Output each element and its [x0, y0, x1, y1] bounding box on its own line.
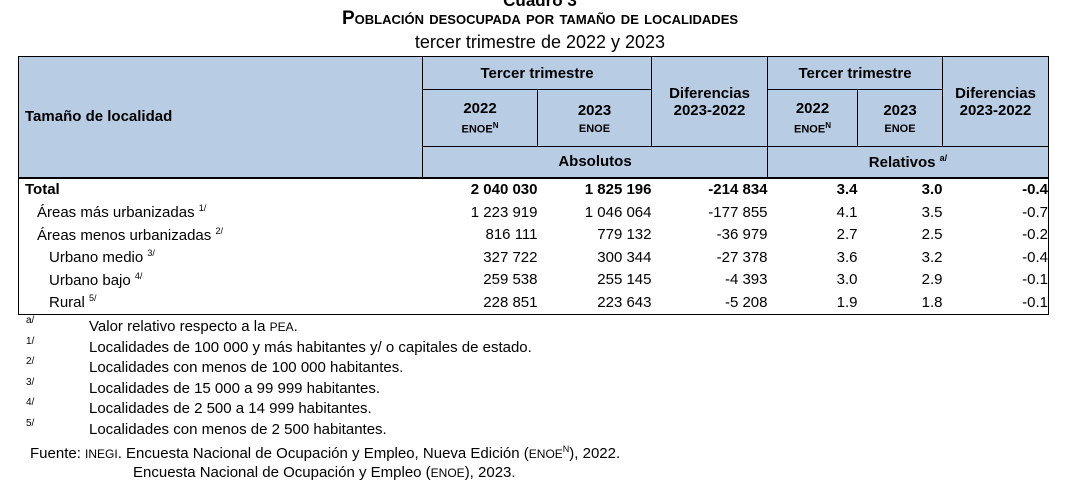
page-title: Población desocupada por tamaño de local…: [341, 8, 739, 29]
cell-rel-diff: -0.4: [942, 176, 1049, 201]
cell-rel-2023: 1.8: [857, 291, 943, 315]
header-year-2023-abs: 2023 ENOE: [537, 89, 652, 147]
cell-abs-diff: -5 208: [651, 291, 768, 315]
cell-rel-2023: 3.2: [921, 248, 943, 266]
cell-rel-2023: 2.9: [921, 271, 943, 289]
cell-rel-diff: -0.2: [942, 223, 1049, 246]
cell-rel-2022: 3.4: [767, 176, 858, 201]
cell-abs-2022: 228 851: [422, 291, 538, 315]
source-line-2: Encuesta Nacional de Ocupación y Empleo …: [133, 464, 516, 481]
row-label: Áreas menos urbanizadas 2/: [18, 223, 423, 246]
cell-rel-diff: -0.1: [942, 291, 1049, 315]
table-row: Total 2 040 030 1 825 196 -214 834 3.4 3…: [18, 176, 1049, 201]
cell-abs-2023: 300 344: [597, 248, 652, 266]
cell-abs-2022: 259 538: [483, 271, 538, 289]
row-label: Urbano medio 3/: [18, 246, 423, 269]
footnote-mark: 2/: [26, 356, 35, 367]
footnote-text: Localidades con menos de 2 500 habitante…: [89, 420, 387, 438]
table-row: Áreas más urbanizadas 1/ 1 223 919 1 046…: [18, 201, 1049, 224]
footnote-mark: 3/: [26, 376, 35, 388]
header-diff-relative: Diferencias 2023-2022: [942, 56, 1049, 147]
cell-abs-diff: -4 393: [724, 271, 768, 289]
table-row: Urbano bajo 4/ 259 538 255 145 -4 393 3.…: [18, 268, 1049, 291]
source-institution: INEGI: [85, 447, 118, 461]
cell-rel-diff: -0.4: [942, 246, 1049, 269]
footnote-mark: 4/: [26, 397, 35, 408]
cell-rel-2022: 2.7: [836, 226, 858, 244]
footnote-text: Localidades de 2 500 a 14 999 habitantes…: [89, 400, 372, 417]
header-group-relative: Tercer trimestre: [767, 56, 943, 90]
footnote-text: Localidades de 15 000 a 99 999 habitante…: [89, 379, 381, 397]
cell-rel-2022: 1.9: [767, 291, 858, 315]
source-note: Fuente: INEGI. Encuesta Nacional de Ocup…: [30, 444, 621, 481]
source-label: Fuente:: [30, 445, 81, 462]
footnote-mark: 1/: [26, 335, 35, 347]
row-label: Rural 5/: [18, 291, 423, 315]
table-row: Rural 5/ 228 851 223 643 -5 208 1.9 1.8 …: [18, 291, 1049, 315]
cell-abs-2022: 2 040 030: [422, 176, 538, 201]
cell-rel-2022: 4.1: [836, 203, 858, 221]
footnote-text: Localidades con menos de 100 000 habitan…: [89, 359, 404, 376]
table-row: Áreas menos urbanizadas 2/ 816 111 779 1…: [18, 223, 1049, 246]
cell-abs-2023: 1 046 064: [584, 203, 652, 221]
page-subtitle: tercer trimestre de 2022 y 2023: [414, 32, 666, 52]
row-label: Áreas más urbanizadas 1/: [18, 201, 423, 224]
cell-rel-2023: 3.0: [857, 176, 943, 201]
cell-abs-diff: -214 834: [651, 176, 768, 201]
cell-rel-diff: -0.7: [942, 201, 1049, 224]
row-label: Total: [18, 176, 423, 201]
cell-abs-diff: -36 979: [716, 226, 768, 244]
header-row-label: Tamaño de localidad: [18, 56, 423, 178]
cell-rel-2022: 3.0: [836, 271, 858, 289]
header-year-2022-abs: 2022 ENOEN: [422, 89, 538, 147]
cell-abs-2022: 327 722: [483, 248, 538, 266]
data-table: Tamaño de localidad Tercer trimestre Dif…: [18, 56, 1049, 315]
cell-abs-2023: 223 643: [537, 291, 652, 315]
cell-rel-2022: 3.6: [836, 248, 858, 266]
footnote-text: Valor relativo respecto a la PEA.: [89, 318, 298, 335]
footnote-mark: 5/: [26, 417, 35, 429]
header-year-2022-rel: 2022 ENOEN: [767, 89, 858, 147]
footnote-text: Localidades de 100 000 y más habitantes …: [89, 338, 532, 356]
cell-abs-diff: -27 378: [716, 248, 768, 266]
header-diff-absolute: Diferencias 2023-2022: [651, 56, 768, 147]
cell-rel-2023: 3.5: [921, 203, 943, 221]
cell-abs-diff: -177 855: [708, 203, 768, 221]
cell-rel-diff: -0.1: [942, 268, 1049, 291]
cell-abs-2022: 1 223 919: [470, 203, 538, 221]
cell-abs-2023: 255 145: [597, 271, 652, 289]
header-group-absolute: Tercer trimestre: [422, 56, 652, 90]
header-year-2023-rel: 2023 ENOE: [857, 89, 943, 147]
header-relativos: Relativos a/: [767, 146, 1049, 178]
source-line-1: . Encuesta Nacional de Ocupación y Emple…: [117, 445, 529, 462]
cuadro-label: Cuadro 3: [503, 0, 577, 10]
row-label: Urbano bajo 4/: [18, 268, 423, 291]
cell-rel-2023: 2.5: [921, 226, 943, 244]
cell-abs-2023: 1 825 196: [537, 176, 652, 201]
cell-abs-2022: 816 111: [485, 226, 538, 244]
header-absolutos: Absolutos: [422, 146, 768, 178]
table-row: Urbano medio 3/ 327 722 300 344 -27 378 …: [18, 246, 1049, 269]
cell-abs-2023: 779 132: [597, 226, 652, 244]
footnote-mark: a/: [26, 315, 35, 326]
